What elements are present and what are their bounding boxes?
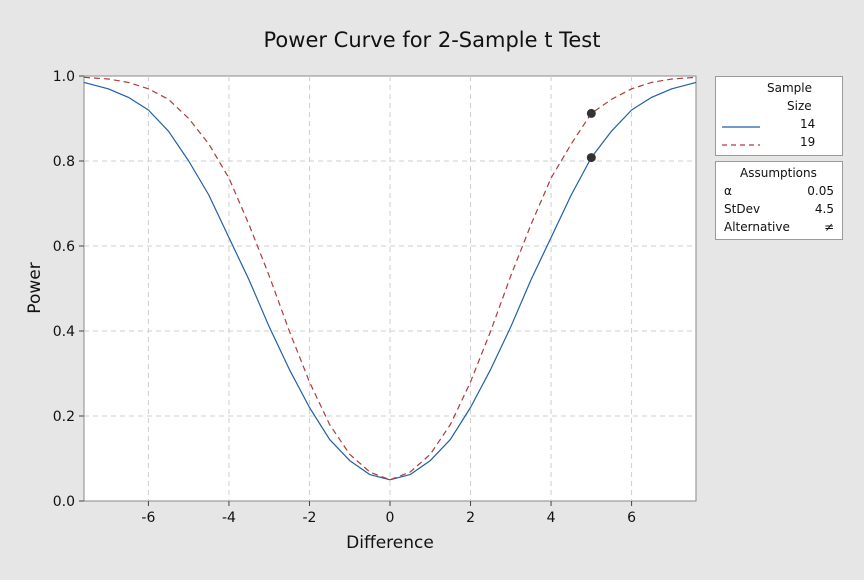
assumption-alternative-label: Alternative [724,220,790,234]
y-tick-label: 0.6 [53,239,75,255]
assumption-stdev-value: 4.5 [814,202,834,216]
x-tick-label: -4 [222,510,236,526]
y-tick-label: 1.0 [53,69,75,85]
assumption-alpha-value: 0.05 [807,184,834,198]
x-tick-label: 4 [547,510,556,526]
x-tick-label: 6 [627,510,636,526]
highlight-points [586,108,596,163]
x-tick-label: -2 [302,510,316,526]
x-axis-label: Difference [346,533,434,553]
legend-item-14: 14 [800,117,816,131]
power-point-14 [586,153,596,163]
assumption-stdev-label: StDev [724,202,761,216]
legend-swatches [722,126,760,146]
y-axis-label: Power [25,262,45,313]
legend-title-sample: Sample [767,81,812,95]
y-tick-label: 0.4 [53,324,75,340]
axis-ticks: -6 -4 -2 0 2 4 6 0.0 0.2 0.4 0.6 0.8 1.0 [53,69,636,526]
power-point-19 [586,108,596,118]
sample-size-legend: Sample Size 14 19 [715,76,843,156]
gridlines [84,76,696,501]
chart-title: Power Curve for 2-Sample t Test [264,28,601,52]
y-tick-label: 0.0 [53,494,75,510]
assumption-alpha-label: α [724,184,732,198]
assumptions-title: Assumptions [740,166,817,180]
assumptions-box: Assumptions α 0.05 StDev 4.5 Alternative… [715,161,843,240]
y-tick-label: 0.2 [53,409,75,425]
x-tick-label: -6 [141,510,155,526]
x-tick-label: 0 [386,510,395,526]
x-tick-label: 2 [466,510,475,526]
legend-item-19: 19 [800,135,816,149]
assumption-alternative-value: ≠ [823,220,834,234]
y-tick-label: 0.8 [53,154,75,170]
legend-title-size: Size [787,99,812,113]
